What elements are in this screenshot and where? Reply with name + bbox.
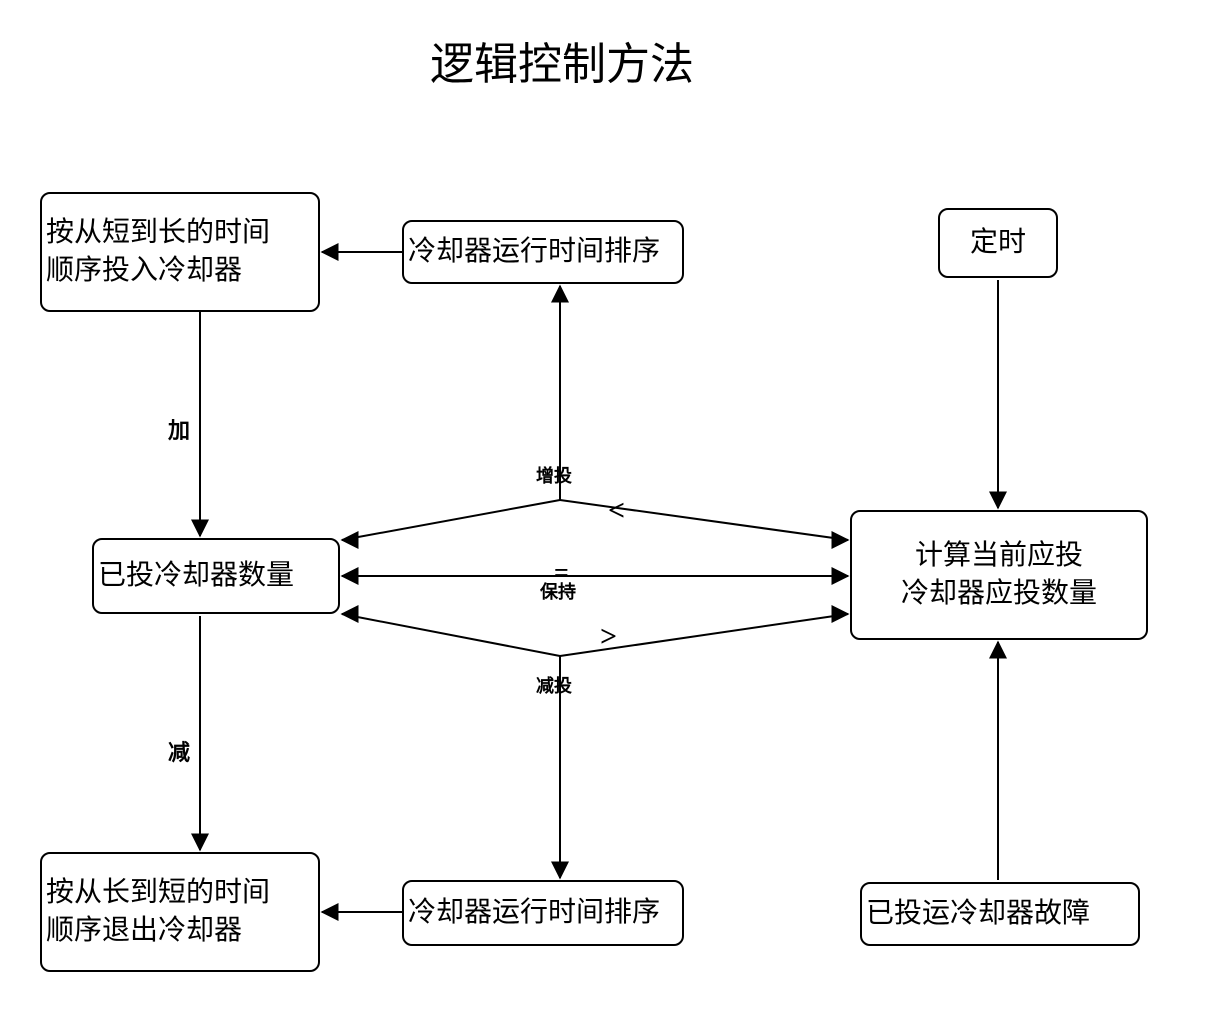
label-keep: 保持 xyxy=(540,582,576,603)
node-runtime-sort-bottom: 冷却器运行时间排序 xyxy=(402,880,684,946)
node-calc-target: 计算当前应投 冷却器应投数量 xyxy=(850,510,1148,640)
node-label: 冷却器运行时间排序 xyxy=(404,894,682,932)
node-label: 冷却器运行时间排序 xyxy=(404,233,682,271)
node-long-to-short: 按从长到短的时间 顺序退出冷却器 xyxy=(40,852,320,972)
node-label: 按从短到长的时间 顺序投入冷却器 xyxy=(42,214,318,290)
label-gt: > xyxy=(600,620,617,655)
label-increase: 增投 xyxy=(536,466,572,487)
label-sub: 减 xyxy=(168,740,190,765)
node-label: 计算当前应投 冷却器应投数量 xyxy=(852,537,1146,613)
label-lt: < xyxy=(608,494,625,529)
diagram-canvas: 逻辑控制方法 按从短到长的时间 顺序投入冷却器 冷却器运行时间排序 定时 已投冷… xyxy=(0,0,1206,1036)
label-decrease: 减投 xyxy=(536,676,572,697)
node-label: 已投运冷却器故障 xyxy=(862,895,1138,933)
node-fault: 已投运冷却器故障 xyxy=(860,882,1140,946)
node-label: 按从长到短的时间 顺序退出冷却器 xyxy=(42,874,318,950)
node-runtime-sort-top: 冷却器运行时间排序 xyxy=(402,220,684,284)
node-label: 定时 xyxy=(940,224,1056,262)
diagram-title: 逻辑控制方法 xyxy=(430,28,694,92)
node-current-count: 已投冷却器数量 xyxy=(92,538,340,614)
label-add: 加 xyxy=(168,418,190,443)
node-label: 已投冷却器数量 xyxy=(94,557,338,595)
node-short-to-long: 按从短到长的时间 顺序投入冷却器 xyxy=(40,192,320,312)
node-timer: 定时 xyxy=(938,208,1058,278)
